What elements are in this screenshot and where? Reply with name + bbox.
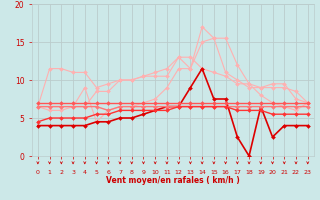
X-axis label: Vent moyen/en rafales ( km/h ): Vent moyen/en rafales ( km/h ) [106,176,240,185]
